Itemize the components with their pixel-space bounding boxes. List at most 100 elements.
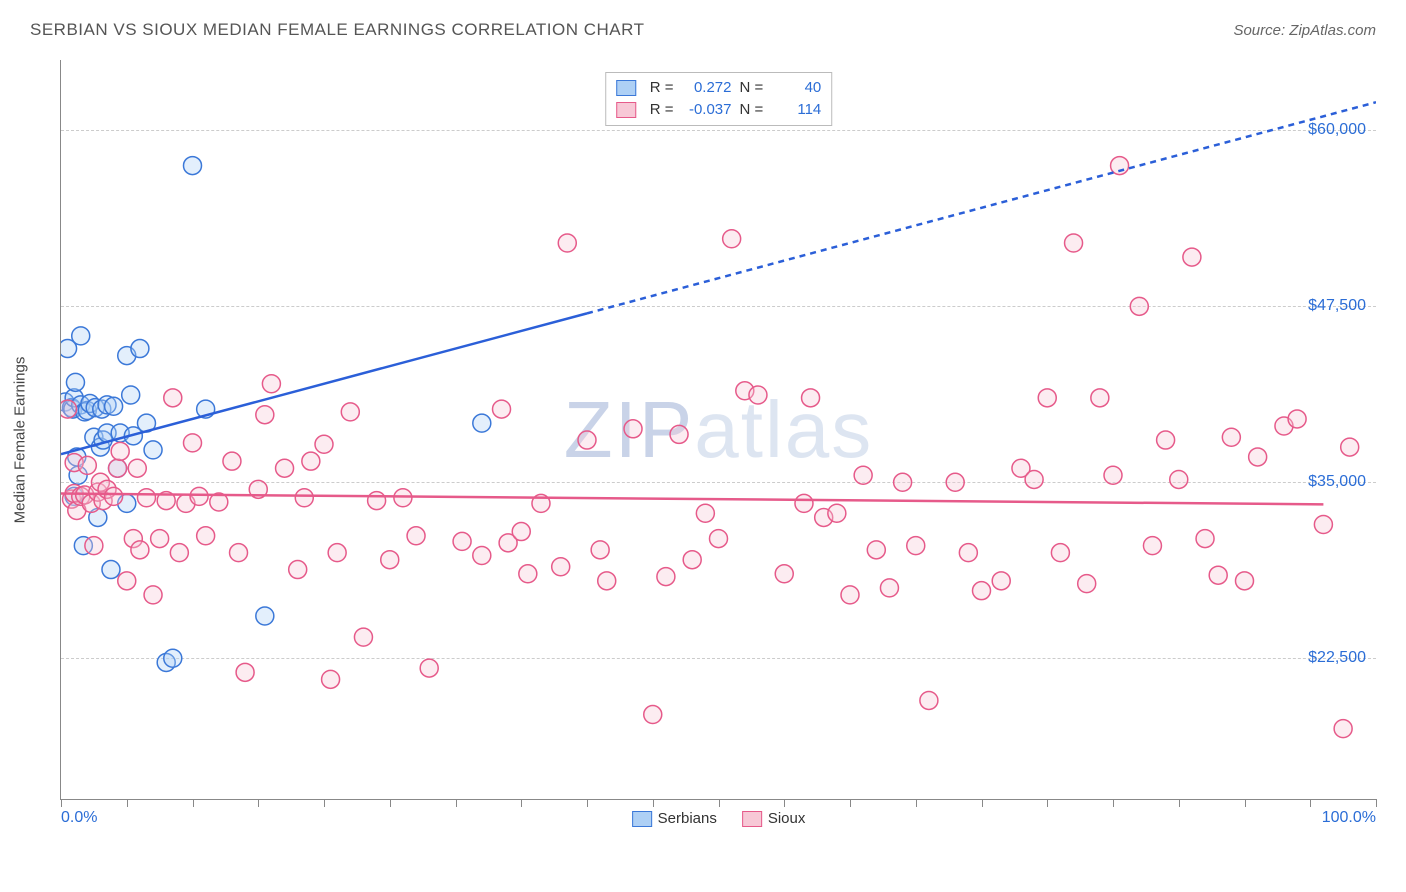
x-tick (1179, 799, 1180, 807)
trendline-solid (61, 313, 587, 454)
scatter-point (315, 435, 333, 453)
scatter-plot-svg (61, 60, 1376, 799)
x-tick (719, 799, 720, 807)
legend-item-serbians: Serbians (632, 810, 717, 827)
scatter-point (66, 373, 84, 391)
scatter-point (473, 414, 491, 432)
scatter-point (1130, 297, 1148, 315)
r-value: 0.272 (682, 77, 732, 99)
x-tick (587, 799, 588, 807)
trendline-dashed (587, 102, 1376, 313)
scatter-point (1051, 544, 1069, 562)
scatter-point (828, 504, 846, 522)
scatter-point (1104, 466, 1122, 484)
scatter-point (578, 431, 596, 449)
n-value: 114 (771, 99, 821, 121)
scatter-point (256, 406, 274, 424)
scatter-point (992, 572, 1010, 590)
scatter-point (78, 456, 96, 474)
n-label: N = (740, 99, 764, 121)
x-tick (1376, 799, 1377, 807)
x-max-label: 100.0% (1322, 809, 1376, 827)
scatter-point (1209, 566, 1227, 584)
chart-source: Source: ZipAtlas.com (1233, 22, 1376, 39)
scatter-point (72, 327, 90, 345)
scatter-point (1170, 470, 1188, 488)
x-tick (1245, 799, 1246, 807)
scatter-point (591, 541, 609, 559)
scatter-point (128, 459, 146, 477)
scatter-point (420, 659, 438, 677)
x-tick (1113, 799, 1114, 807)
scatter-point (184, 434, 202, 452)
scatter-point (109, 459, 127, 477)
scatter-point (105, 487, 123, 505)
scatter-point (1091, 389, 1109, 407)
scatter-point (1025, 470, 1043, 488)
scatter-point (802, 389, 820, 407)
scatter-point (880, 579, 898, 597)
legend-row-serbians: R = 0.272 N = 40 (616, 77, 822, 99)
scatter-point (295, 489, 313, 507)
scatter-point (920, 691, 938, 709)
scatter-point (775, 565, 793, 583)
scatter-point (1222, 428, 1240, 446)
x-tick (850, 799, 851, 807)
scatter-point (276, 459, 294, 477)
scatter-point (453, 532, 471, 550)
swatch-serbians-icon (632, 811, 652, 827)
scatter-point (230, 544, 248, 562)
scatter-point (61, 400, 77, 418)
scatter-point (894, 473, 912, 491)
scatter-point (190, 487, 208, 505)
scatter-point (512, 523, 530, 541)
scatter-point (164, 649, 182, 667)
scatter-point (710, 530, 728, 548)
x-tick (1310, 799, 1311, 807)
chart-header: SERBIAN VS SIOUX MEDIAN FEMALE EARNINGS … (0, 0, 1406, 50)
x-tick (258, 799, 259, 807)
scatter-point (867, 541, 885, 559)
scatter-point (493, 400, 511, 418)
scatter-point (289, 561, 307, 579)
scatter-point (1288, 410, 1306, 428)
scatter-point (144, 586, 162, 604)
scatter-point (558, 234, 576, 252)
scatter-point (657, 568, 675, 586)
scatter-point (598, 572, 616, 590)
scatter-point (184, 157, 202, 175)
x-tick (916, 799, 917, 807)
scatter-point (322, 670, 340, 688)
x-tick (61, 799, 62, 807)
correlation-legend: R = 0.272 N = 40 R = -0.037 N = 114 (605, 72, 833, 126)
scatter-point (85, 537, 103, 555)
n-value: 40 (771, 77, 821, 99)
x-min-label: 0.0% (61, 809, 97, 827)
scatter-point (1341, 438, 1359, 456)
scatter-point (1078, 575, 1096, 593)
scatter-point (749, 386, 767, 404)
scatter-point (164, 389, 182, 407)
scatter-point (854, 466, 872, 484)
legend-label: Sioux (768, 810, 806, 827)
scatter-point (670, 425, 688, 443)
scatter-point (644, 706, 662, 724)
scatter-point (144, 441, 162, 459)
scatter-point (197, 527, 215, 545)
scatter-point (256, 607, 274, 625)
scatter-point (473, 546, 491, 564)
swatch-serbians (616, 80, 636, 96)
scatter-point (302, 452, 320, 470)
scatter-point (683, 551, 701, 569)
scatter-point (368, 492, 386, 510)
x-tick (653, 799, 654, 807)
swatch-sioux (616, 102, 636, 118)
scatter-point (328, 544, 346, 562)
r-label: R = (650, 77, 674, 99)
y-axis-label: Median Female Earnings (12, 357, 29, 524)
scatter-point (1143, 537, 1161, 555)
scatter-point (223, 452, 241, 470)
n-label: N = (740, 77, 764, 99)
scatter-point (1183, 248, 1201, 266)
scatter-point (262, 375, 280, 393)
